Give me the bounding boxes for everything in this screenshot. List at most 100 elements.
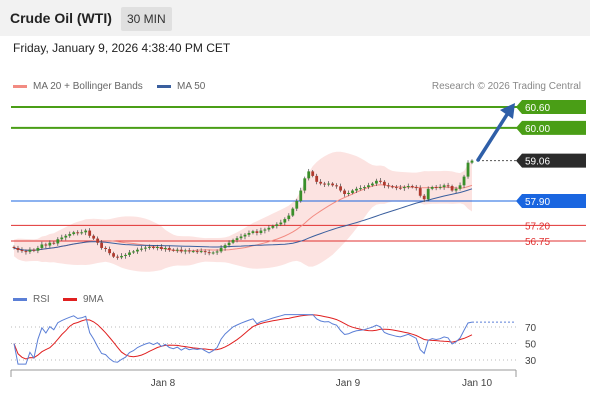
candle-57 <box>239 233 243 240</box>
rsi-ma9-line <box>13 314 473 360</box>
candles <box>12 159 474 260</box>
candle-110 <box>450 184 454 192</box>
candle-body-64 <box>267 227 271 230</box>
candle-body-27 <box>120 255 123 258</box>
candle-body-20 <box>92 235 96 239</box>
candle-58 <box>243 232 247 240</box>
candle-101 <box>414 184 418 191</box>
current-price-tag: 59.06 <box>525 157 550 168</box>
candle-82 <box>339 183 342 193</box>
candle-body-42 <box>179 249 183 252</box>
candle-body-22 <box>100 242 104 248</box>
candle-body-44 <box>187 250 191 252</box>
candle-69 <box>287 213 291 222</box>
candle-body-23 <box>104 247 107 250</box>
candle-38 <box>163 246 167 252</box>
candle-body-5 <box>32 249 36 251</box>
candle-33 <box>144 245 147 252</box>
candle-46 <box>195 249 199 254</box>
candle-body-77 <box>319 181 323 184</box>
candle-body-80 <box>331 183 335 186</box>
candle-42 <box>179 246 183 254</box>
candle-31 <box>136 247 139 254</box>
candle-body-94 <box>386 185 390 187</box>
candle-103 <box>422 194 426 203</box>
candle-65 <box>271 224 275 230</box>
candle-body-38 <box>163 247 167 250</box>
candle-32 <box>140 245 143 252</box>
arrow-shaft <box>476 111 510 162</box>
candle-body-72 <box>299 190 303 201</box>
candle-27 <box>120 253 123 260</box>
candle-17 <box>80 229 84 235</box>
timestamp: Friday, January 9, 2026 4:38:40 PM CET <box>13 41 231 55</box>
candle-16 <box>76 230 80 236</box>
candle-106 <box>434 184 438 191</box>
candle-body-70 <box>291 208 295 216</box>
candle-body-55 <box>231 239 235 243</box>
candle-26 <box>116 254 119 260</box>
rsi-line <box>13 314 473 365</box>
candle-body-92 <box>379 180 382 182</box>
ma20-swatch <box>13 85 27 88</box>
candle-body-84 <box>347 192 350 195</box>
candle-body-6 <box>36 247 40 251</box>
candle-body-66 <box>275 224 279 227</box>
legend-ma20-bb: MA 20 + Bollinger Bands <box>13 81 143 92</box>
candle-body-36 <box>155 246 159 248</box>
candle-body-16 <box>76 232 80 234</box>
candle-93 <box>382 180 386 189</box>
candle-54 <box>227 240 231 248</box>
candle-24 <box>108 246 111 256</box>
candle-5 <box>32 248 36 253</box>
level-tag-2-bg <box>516 193 586 208</box>
price-tags: 60.60 60.00 57.90 57.20 56.75 59.06 <box>516 100 586 248</box>
candle-body-50 <box>211 252 215 254</box>
legend-rsi-label: RSI <box>33 294 50 305</box>
candle-body-19 <box>88 230 92 236</box>
candle-body-110 <box>450 186 454 191</box>
candle-body-68 <box>283 219 287 223</box>
candle-30 <box>132 250 135 254</box>
candle-body-34 <box>148 246 151 248</box>
candle-60 <box>251 229 255 235</box>
candle-body-114 <box>466 162 470 177</box>
candle-body-99 <box>406 186 410 188</box>
x-tick-label-1: Jan 9 <box>336 378 361 389</box>
candle-body-103 <box>422 195 426 200</box>
candle-body-24 <box>108 249 111 254</box>
level-tag-0-bg <box>516 100 586 114</box>
candle-body-102 <box>418 188 422 196</box>
candle-81 <box>335 183 338 189</box>
candle-body-40 <box>171 249 175 251</box>
candle-body-105 <box>430 187 434 189</box>
timeframe-button[interactable]: 30 MIN <box>121 7 172 31</box>
candle-body-93 <box>382 181 386 186</box>
candle-body-62 <box>259 230 263 233</box>
candle-body-54 <box>227 242 231 246</box>
candle-body-2 <box>20 250 24 252</box>
candle-body-98 <box>402 187 406 189</box>
credit-text: Research © 2026 Trading Central <box>431 81 581 92</box>
candle-body-21 <box>96 238 100 243</box>
candle-105 <box>430 185 434 191</box>
candle-body-67 <box>279 222 283 225</box>
candle-8 <box>44 242 48 249</box>
level-tag-3: 57.20 <box>525 221 550 232</box>
candle-1 <box>16 245 20 253</box>
candle-70 <box>291 207 295 217</box>
candle-108 <box>442 183 446 190</box>
candle-body-33 <box>144 247 147 249</box>
candle-95 <box>390 184 394 189</box>
candle-body-81 <box>335 185 338 187</box>
candle-body-7 <box>40 244 44 248</box>
candle-body-97 <box>398 187 402 189</box>
candle-87 <box>359 185 362 191</box>
candle-6 <box>36 245 40 254</box>
bollinger-band-fill <box>14 151 472 272</box>
candle-body-18 <box>84 230 88 233</box>
candle-83 <box>343 188 346 197</box>
candle-body-76 <box>315 175 319 182</box>
candle-body-85 <box>351 190 354 193</box>
candle-body-53 <box>223 245 227 248</box>
